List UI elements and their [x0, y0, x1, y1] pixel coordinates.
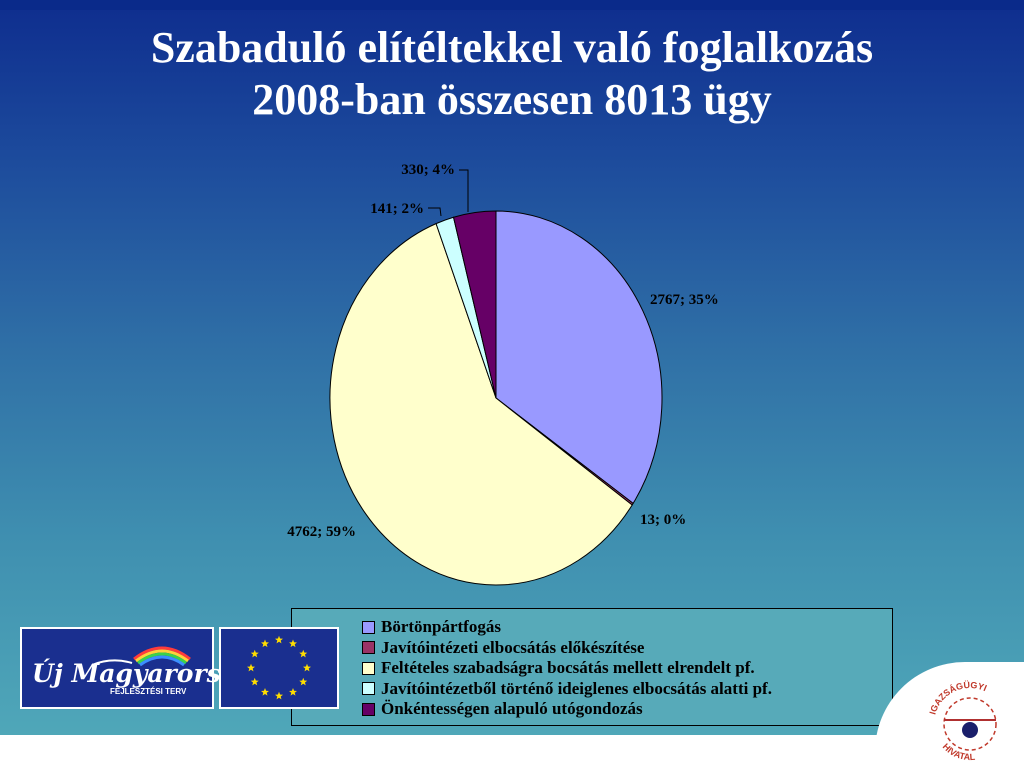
uj-magyarorszag-logo: Új Magyarország FEJLESZTÉSI TERV: [20, 627, 269, 709]
legend-label: Önkéntességen alapuló utógondozás: [381, 699, 643, 719]
pie-slice: [452, 210, 497, 399]
eu-star: [261, 688, 269, 696]
eu-star: [275, 635, 283, 644]
eu-star: [289, 639, 297, 648]
eu-star: [261, 639, 269, 648]
legend-item: Javítóintézeti elbocsátás előkészítése: [362, 638, 892, 659]
eu-star: [289, 688, 297, 696]
bottom-band: [0, 735, 1024, 768]
legend-label: Feltételes szabadságra bocsátás mellett …: [381, 658, 755, 678]
top-strip: [0, 0, 1024, 10]
legend-item: Feltételes szabadságra bocsátás mellett …: [362, 658, 892, 679]
legend-item: Börtönpártfogás: [362, 617, 892, 638]
logo-subtitle: FEJLESZTÉSI TERV: [110, 687, 187, 696]
legend-label: Börtönpártfogás: [381, 617, 501, 637]
slice-data-label: 2767; 35%: [650, 292, 719, 308]
slice-data-label: 141; 2%: [370, 201, 424, 217]
title-line-1: Szabaduló elítéltekkel való foglalkozás: [150, 23, 874, 72]
title-line-2: 2008-ban összesen 8013 ügy: [252, 75, 772, 124]
label-leader-line: [459, 169, 469, 212]
legend-swatch: [362, 620, 375, 634]
eu-star: [250, 677, 259, 686]
eu-star: [299, 677, 308, 686]
legend-label: Javítóintézetből történő ideiglenes elbo…: [381, 678, 772, 698]
legend-item: Önkéntességen alapuló utógondozás: [362, 699, 892, 720]
eu-flag-icon: [219, 627, 339, 709]
legend-swatch: [362, 641, 375, 655]
eu-star: [247, 663, 255, 672]
label-leader-line: [428, 207, 442, 217]
pie-slice: [329, 222, 633, 586]
eu-star: [275, 691, 283, 700]
eu-star: [299, 649, 308, 658]
chart-legend: Börtönpártfogás Javítóintézeti elbocsátás…: [291, 608, 893, 726]
legend-item: Javítóintézetből történő ideiglenes elbo…: [362, 679, 892, 700]
legend-swatch: [362, 661, 375, 675]
slice-data-label: 330; 4%: [401, 162, 455, 178]
igazsagugyi-hivatal-logo: IGAZSÁGÜGYI HIVATAL: [927, 680, 997, 762]
slide-title: Szabaduló elítéltekkel való foglalkozás …: [0, 22, 1024, 126]
legend-swatch: [362, 702, 375, 716]
legend-swatch: [362, 682, 375, 696]
eu-star: [303, 663, 311, 672]
eu-star: [250, 649, 259, 658]
pie-slice: [495, 210, 663, 505]
legend-label: Javítóintézeti elbocsátás előkészítése: [381, 637, 645, 657]
slice-data-label: 13; 0%: [640, 512, 686, 528]
slice-data-label: 4762; 59%: [287, 524, 356, 540]
